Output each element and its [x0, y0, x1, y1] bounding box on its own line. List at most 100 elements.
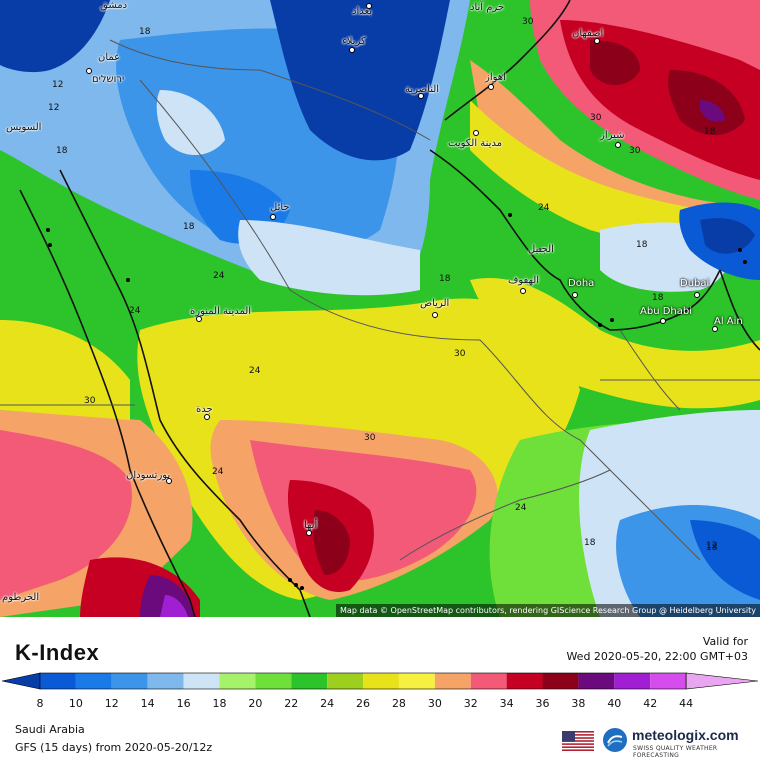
scale-tick-label: 30: [427, 697, 442, 710]
scale-tick-label: 26: [356, 697, 371, 710]
scale-tick-label: 14: [140, 697, 155, 710]
scale-tick-label: 18: [212, 697, 227, 710]
contour-label: 18: [636, 240, 648, 250]
city-label-baghdad: بغداد: [352, 6, 373, 17]
scale-max-arrow: [685, 672, 759, 690]
scale-segment: [255, 673, 292, 689]
city-label-nasiriyah: الناصرية: [405, 84, 440, 95]
contour-label: 18: [652, 293, 664, 303]
contour-label: 18: [706, 543, 718, 553]
scale-segment: [542, 673, 579, 689]
scale-tick-label: 28: [391, 697, 406, 710]
logo-mark-icon: [603, 728, 627, 752]
contour-label: 18: [704, 127, 716, 137]
scale-tick-label: 40: [607, 697, 622, 710]
valid-date: Wed 2020-05-20, 22:00 GMT+03: [566, 650, 748, 663]
scale-segment: [147, 673, 184, 689]
city-dot-shiraz: [615, 142, 621, 148]
city-label-ahvaz: اهواز: [485, 72, 506, 83]
city-dot-baghdad: [366, 3, 372, 9]
us-flag-icon[interactable]: [562, 731, 594, 751]
city-dot-amman: [86, 68, 92, 74]
city-dot-isfahan: [594, 38, 600, 44]
city-label-jerusalem: ירושלים: [92, 74, 125, 85]
scale-segment: [291, 673, 328, 689]
scale-segment: [578, 673, 615, 689]
valid-for-label: Valid for: [702, 635, 748, 648]
city-label-dubai: Dubai: [680, 278, 710, 289]
city-label-al-ain: Al Ain: [714, 316, 743, 327]
city-dot-doha: [572, 292, 578, 298]
city-label-riyadh: الرياض: [420, 298, 450, 309]
contour-label: 24: [213, 271, 225, 281]
contour-label: 12: [706, 541, 718, 551]
scale-outline: [39, 672, 687, 690]
city-label-amman: عمان: [98, 52, 121, 63]
contour-label: 30: [629, 146, 641, 156]
city-label-hofuf: الهفوف: [508, 275, 540, 286]
city-dot-jeddah: [204, 414, 210, 420]
k-index-map[interactable]: بغداد كربلاء عمان ירושלים دمشق الناصرية …: [0, 0, 760, 617]
contour-label: 30: [84, 396, 96, 406]
contour-label: 12: [52, 80, 64, 90]
scale-segment: [327, 673, 364, 689]
city-label-khartoum: الخرطوم: [2, 592, 40, 603]
scale-segment: [40, 673, 76, 689]
city-dot-abha: [306, 530, 312, 536]
scale-tick-label: 42: [643, 697, 658, 710]
scale-tick-label: 44: [679, 697, 694, 710]
city-label-jubail: الجبيل: [528, 244, 554, 255]
city-dot-abu-dhabi: [660, 318, 666, 324]
contour-label: 18: [584, 538, 596, 548]
city-label-abu-dhabi: Abu Dhabi: [640, 306, 692, 317]
model-run-label: GFS (15 days) from 2020-05-20/12z: [15, 741, 213, 754]
color-scale-bar: [1, 672, 759, 690]
city-dot-hofuf: [520, 288, 526, 294]
city-dot-karbala: [349, 47, 355, 53]
scale-segment: [219, 673, 256, 689]
scale-segment: [363, 673, 399, 689]
scale-tick-label: 10: [68, 697, 83, 710]
scale-tick-label: 32: [463, 697, 478, 710]
scale-segment: [506, 673, 543, 689]
brand-name: meteologix.com: [632, 727, 739, 743]
city-dot-kuwait: [473, 130, 479, 136]
scale-tick-label: 16: [176, 697, 191, 710]
contour-label: 30: [454, 349, 466, 359]
city-label-karbala: كربلاء: [342, 36, 366, 47]
contour-label: 30: [364, 433, 376, 443]
meteologix-logo[interactable]: meteologix.com SWISS QUALITY WEATHER FOR…: [602, 727, 752, 759]
scale-tick-label: 24: [320, 697, 335, 710]
city-label-doha: Doha: [568, 278, 595, 289]
city-label-hail: حائل: [270, 202, 290, 213]
city-label-suez: السويس: [6, 122, 42, 133]
brand-tagline: SWISS QUALITY WEATHER FORECASTING: [633, 745, 718, 759]
contour-label: 24: [538, 203, 550, 213]
contour-label: 18: [439, 274, 451, 284]
city-dot-nasiriyah: [418, 93, 424, 99]
contour-label: 18: [56, 146, 68, 156]
city-dot-al-ain: [712, 326, 718, 332]
contour-label: 18: [139, 27, 151, 37]
city-dot-hail: [270, 214, 276, 220]
city-dot-ahvaz: [488, 84, 494, 90]
scale-segment: [470, 673, 507, 689]
scale-tick-label: 8: [36, 697, 44, 710]
scale-segment: [183, 673, 220, 689]
city-label-jeddah: جدة: [196, 404, 213, 415]
scale-tick-label: 20: [248, 697, 263, 710]
contour-label: 18: [183, 222, 195, 232]
city-label-port-sudan: بورتسودان: [126, 470, 171, 481]
city-label-isfahan: اصفهان: [572, 28, 604, 39]
region-label: Saudi Arabia: [15, 723, 85, 736]
city-label-damascus: دمشق: [100, 0, 128, 11]
city-label-shiraz: شیراز: [600, 130, 625, 141]
city-dot-port-sudan: [166, 478, 172, 484]
scale-segment: [650, 673, 687, 689]
city-label-khorramabad: خرم آباد: [470, 2, 505, 13]
contour-label: 12: [48, 103, 60, 113]
city-dot-riyadh: [432, 312, 438, 318]
contour-label: 24: [515, 503, 527, 513]
scale-tick-label: 22: [284, 697, 299, 710]
contour-label: 30: [590, 113, 602, 123]
